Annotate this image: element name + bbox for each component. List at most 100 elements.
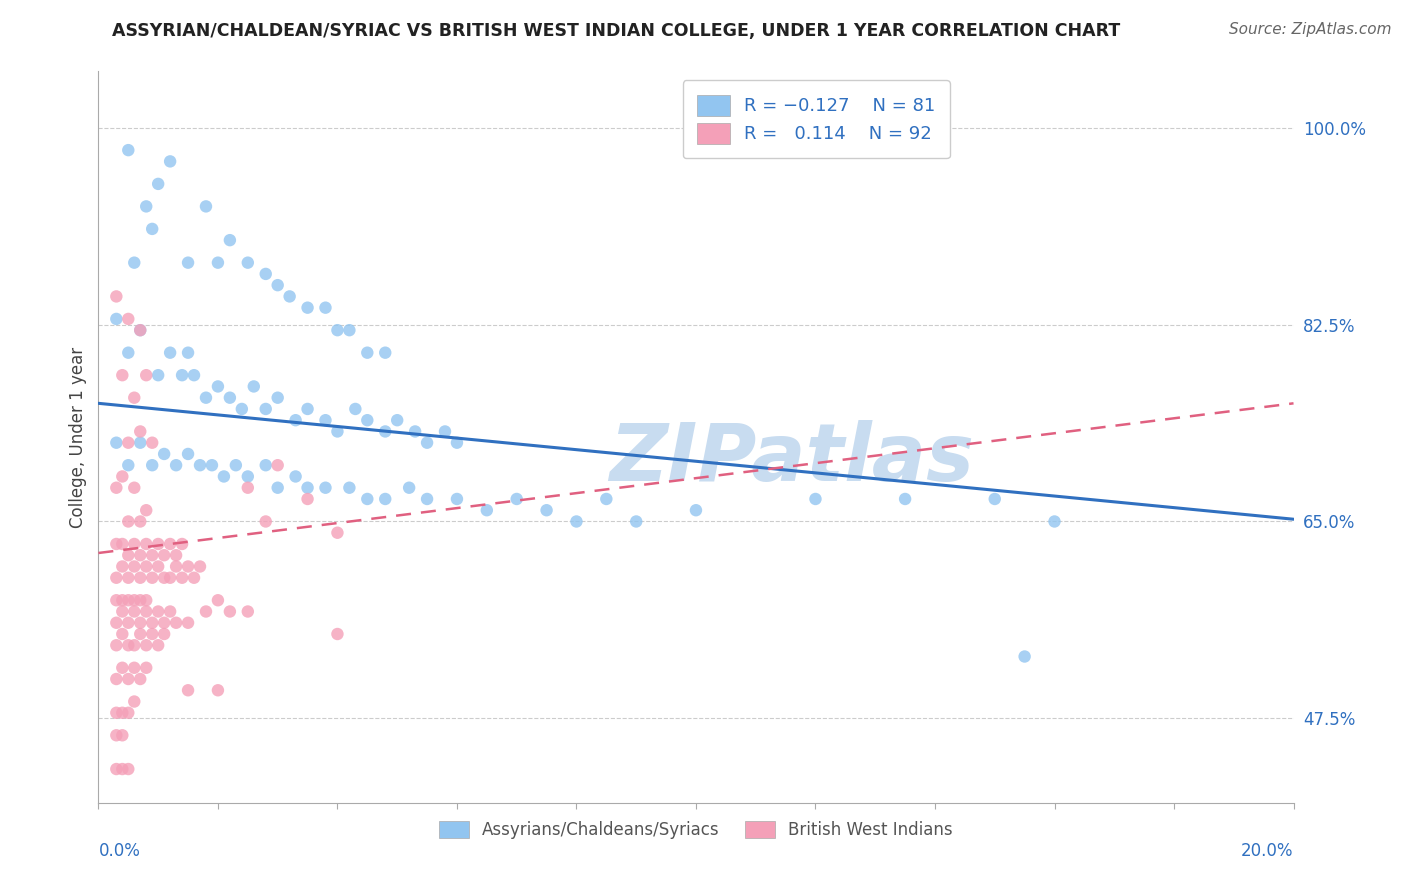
- Point: [148, 559, 170, 574]
- Point: [117, 762, 139, 776]
- Point: [195, 605, 218, 619]
- Point: [446, 435, 468, 450]
- Point: [326, 627, 349, 641]
- Point: [398, 481, 420, 495]
- Point: [153, 571, 176, 585]
- Point: [183, 571, 205, 585]
- Point: [506, 491, 529, 506]
- Text: 0.0%: 0.0%: [98, 842, 141, 860]
- Point: [374, 345, 396, 359]
- Point: [344, 401, 367, 416]
- Point: [201, 458, 224, 473]
- Point: [236, 605, 259, 619]
- Point: [404, 425, 426, 439]
- Point: [124, 255, 146, 269]
- Point: [129, 435, 152, 450]
- Point: [236, 255, 259, 269]
- Point: [153, 447, 176, 461]
- Point: [254, 401, 277, 416]
- Point: [135, 559, 157, 574]
- Point: [135, 605, 157, 619]
- Point: [165, 559, 187, 574]
- Point: [177, 345, 200, 359]
- Point: [117, 435, 139, 450]
- Point: [141, 615, 163, 630]
- Point: [188, 458, 211, 473]
- Point: [219, 233, 242, 247]
- Point: [105, 706, 128, 720]
- Legend: Assyrians/Chaldeans/Syriacs, British West Indians: Assyrians/Chaldeans/Syriacs, British Wes…: [433, 814, 960, 846]
- Point: [117, 548, 139, 562]
- Point: [111, 706, 134, 720]
- Point: [111, 661, 134, 675]
- Point: [117, 571, 139, 585]
- Point: [105, 289, 128, 303]
- Point: [153, 627, 176, 641]
- Point: [195, 199, 218, 213]
- Point: [159, 345, 181, 359]
- Point: [284, 469, 307, 483]
- Point: [339, 323, 361, 337]
- Point: [984, 491, 1007, 506]
- Point: [105, 728, 128, 742]
- Point: [297, 481, 319, 495]
- Point: [595, 491, 617, 506]
- Text: 20.0%: 20.0%: [1241, 842, 1294, 860]
- Point: [135, 638, 157, 652]
- Point: [124, 605, 146, 619]
- Point: [111, 368, 134, 383]
- Point: [177, 447, 200, 461]
- Point: [326, 425, 349, 439]
- Point: [243, 379, 266, 393]
- Point: [1043, 515, 1066, 529]
- Point: [105, 762, 128, 776]
- Point: [183, 368, 205, 383]
- Point: [135, 537, 157, 551]
- Point: [124, 638, 146, 652]
- Text: ASSYRIAN/CHALDEAN/SYRIAC VS BRITISH WEST INDIAN COLLEGE, UNDER 1 YEAR CORRELATIO: ASSYRIAN/CHALDEAN/SYRIAC VS BRITISH WEST…: [112, 22, 1121, 40]
- Point: [172, 571, 194, 585]
- Point: [165, 458, 187, 473]
- Point: [117, 458, 139, 473]
- Point: [267, 458, 290, 473]
- Point: [111, 537, 134, 551]
- Point: [207, 379, 229, 393]
- Point: [105, 435, 128, 450]
- Point: [117, 345, 139, 359]
- Point: [165, 615, 187, 630]
- Point: [1014, 649, 1036, 664]
- Point: [105, 312, 128, 326]
- Text: ZIPatlas: ZIPatlas: [609, 420, 974, 498]
- Point: [124, 694, 146, 708]
- Point: [297, 401, 319, 416]
- Point: [165, 548, 187, 562]
- Point: [129, 425, 152, 439]
- Point: [225, 458, 247, 473]
- Point: [135, 593, 157, 607]
- Point: [141, 571, 163, 585]
- Point: [315, 413, 337, 427]
- Point: [315, 481, 337, 495]
- Point: [207, 255, 229, 269]
- Point: [172, 537, 194, 551]
- Point: [326, 525, 349, 540]
- Point: [141, 435, 163, 450]
- Point: [141, 222, 163, 236]
- Point: [129, 593, 152, 607]
- Point: [124, 537, 146, 551]
- Y-axis label: College, Under 1 year: College, Under 1 year: [69, 346, 87, 528]
- Point: [117, 143, 139, 157]
- Point: [315, 301, 337, 315]
- Point: [141, 627, 163, 641]
- Point: [188, 559, 211, 574]
- Point: [129, 323, 152, 337]
- Point: [153, 615, 176, 630]
- Point: [135, 503, 157, 517]
- Point: [105, 571, 128, 585]
- Point: [326, 323, 349, 337]
- Point: [159, 605, 181, 619]
- Point: [117, 515, 139, 529]
- Point: [536, 503, 558, 517]
- Point: [148, 605, 170, 619]
- Point: [111, 762, 134, 776]
